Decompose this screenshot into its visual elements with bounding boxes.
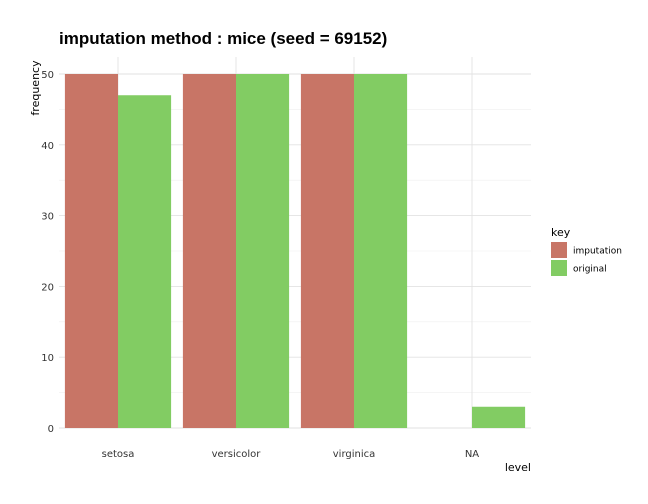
bar-imputation-virginica xyxy=(300,74,354,428)
x-axis-title: level xyxy=(505,461,531,474)
legend-title: key xyxy=(551,226,571,239)
y-tick-label: 0 xyxy=(48,424,54,435)
y-tick-label: 30 xyxy=(41,212,54,223)
legend-label-original: original xyxy=(573,265,607,275)
y-axis-ticks: 0 10 20 30 40 50 xyxy=(41,70,54,435)
x-tick-label: NA xyxy=(465,449,479,460)
chart-title: imputation method : mice (seed = 69152) xyxy=(59,29,387,48)
y-tick-label: 10 xyxy=(41,353,54,364)
bar-original-na xyxy=(472,406,526,428)
x-tick-label: virginica xyxy=(333,449,376,460)
y-tick-label: 50 xyxy=(41,70,54,81)
x-tick-label: versicolor xyxy=(212,449,262,460)
legend-label-imputation: imputation xyxy=(573,247,622,257)
legend: key imputation original xyxy=(551,226,622,276)
x-axis-ticks: setosa versicolor virginica NA xyxy=(102,449,480,460)
bar-imputation-versicolor xyxy=(182,74,236,428)
y-axis-title: frequency xyxy=(29,60,42,116)
bar-imputation-setosa xyxy=(64,74,118,428)
y-tick-label: 20 xyxy=(41,282,54,293)
y-tick-label: 40 xyxy=(41,141,54,152)
legend-swatch-original xyxy=(551,260,567,276)
bars xyxy=(64,74,526,429)
x-tick-label: setosa xyxy=(102,449,135,460)
bar-original-virginica xyxy=(354,74,408,428)
bar-original-setosa xyxy=(118,95,172,429)
bar-original-versicolor xyxy=(236,74,290,428)
legend-swatch-imputation xyxy=(551,242,567,258)
